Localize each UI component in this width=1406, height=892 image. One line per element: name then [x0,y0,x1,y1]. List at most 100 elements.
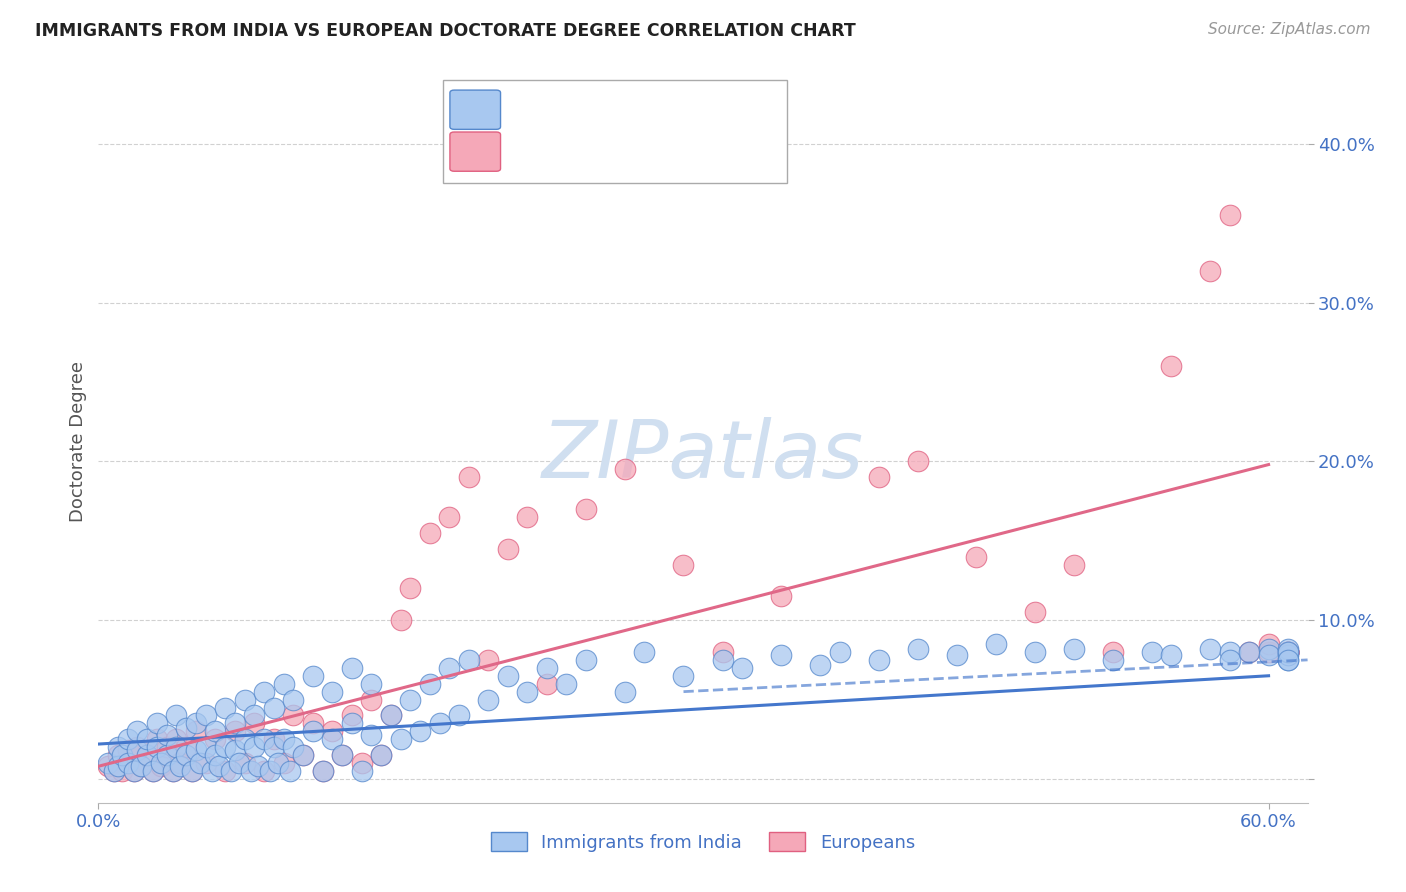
Point [122,764,145,778]
Point [1277,648,1299,662]
Point [711,645,734,659]
Text: ZIPatlas: ZIPatlas [541,417,865,495]
Point [253,732,276,747]
Point [380,708,402,723]
Point [1277,653,1299,667]
Point [1277,645,1299,659]
Point [575,653,598,667]
Point [194,756,217,770]
Point [984,637,1007,651]
Point [146,740,169,755]
Point [614,462,637,476]
Point [194,740,217,755]
Point [97,759,120,773]
Point [360,727,382,741]
Point [1199,641,1222,656]
Point [204,732,226,747]
Point [283,692,305,706]
Point [1063,558,1085,572]
Point [1237,645,1260,659]
Point [340,661,363,675]
Point [156,740,179,755]
Point [107,759,129,773]
Point [149,756,172,770]
Point [1101,645,1123,659]
Point [1277,645,1299,659]
Point [330,748,353,763]
Point [117,743,139,757]
Point [769,648,792,662]
Point [247,759,270,773]
Point [117,756,139,770]
Point [536,676,558,690]
Y-axis label: Doctorate Degree: Doctorate Degree [69,361,87,522]
Point [292,748,315,763]
Point [184,743,207,757]
Point [868,470,890,484]
Point [142,764,165,778]
Point [312,764,335,778]
Point [278,764,301,778]
Text: IMMIGRANTS FROM INDIA VS EUROPEAN DOCTORATE DEGREE CORRELATION CHART: IMMIGRANTS FROM INDIA VS EUROPEAN DOCTOR… [35,22,856,40]
Point [868,653,890,667]
Point [1199,264,1222,278]
Point [672,669,695,683]
Point [672,558,695,572]
Point [169,759,191,773]
Point [1237,645,1260,659]
Point [103,764,125,778]
Point [439,510,461,524]
Text: R = 0.353   N = 115: R = 0.353 N = 115 [513,100,711,120]
Point [945,648,967,662]
Point [536,661,558,675]
Point [1219,208,1241,222]
Point [1140,645,1163,659]
Point [174,740,197,755]
Point [555,676,578,690]
Point [214,740,236,755]
Point [165,708,187,723]
Point [370,748,392,763]
Point [263,732,285,747]
Point [253,764,276,778]
Point [477,692,499,706]
Point [146,716,169,731]
Point [253,684,276,698]
Point [907,454,929,468]
Point [389,732,412,747]
Point [263,700,285,714]
Point [458,470,481,484]
Point [808,657,831,672]
Text: R = 0.661   N = 72: R = 0.661 N = 72 [513,142,699,161]
Point [340,716,363,731]
Point [194,708,217,723]
Point [302,716,325,731]
Point [302,724,325,739]
Point [97,756,120,770]
Point [302,669,325,683]
Point [360,692,382,706]
Point [174,748,197,763]
Point [142,764,165,778]
Point [1277,645,1299,659]
Point [243,716,266,731]
Point [188,756,211,770]
Point [283,740,305,755]
Point [496,669,519,683]
Point [181,764,204,778]
Text: Source: ZipAtlas.com: Source: ZipAtlas.com [1208,22,1371,37]
Point [131,759,153,773]
Point [477,653,499,667]
Point [1024,645,1046,659]
Point [146,732,169,747]
Point [458,653,481,667]
Point [1063,641,1085,656]
Point [224,724,246,739]
Point [340,708,363,723]
Point [1160,648,1182,662]
Point [1219,645,1241,659]
Point [184,716,207,731]
Point [233,756,256,770]
Point [243,708,266,723]
Point [273,732,295,747]
